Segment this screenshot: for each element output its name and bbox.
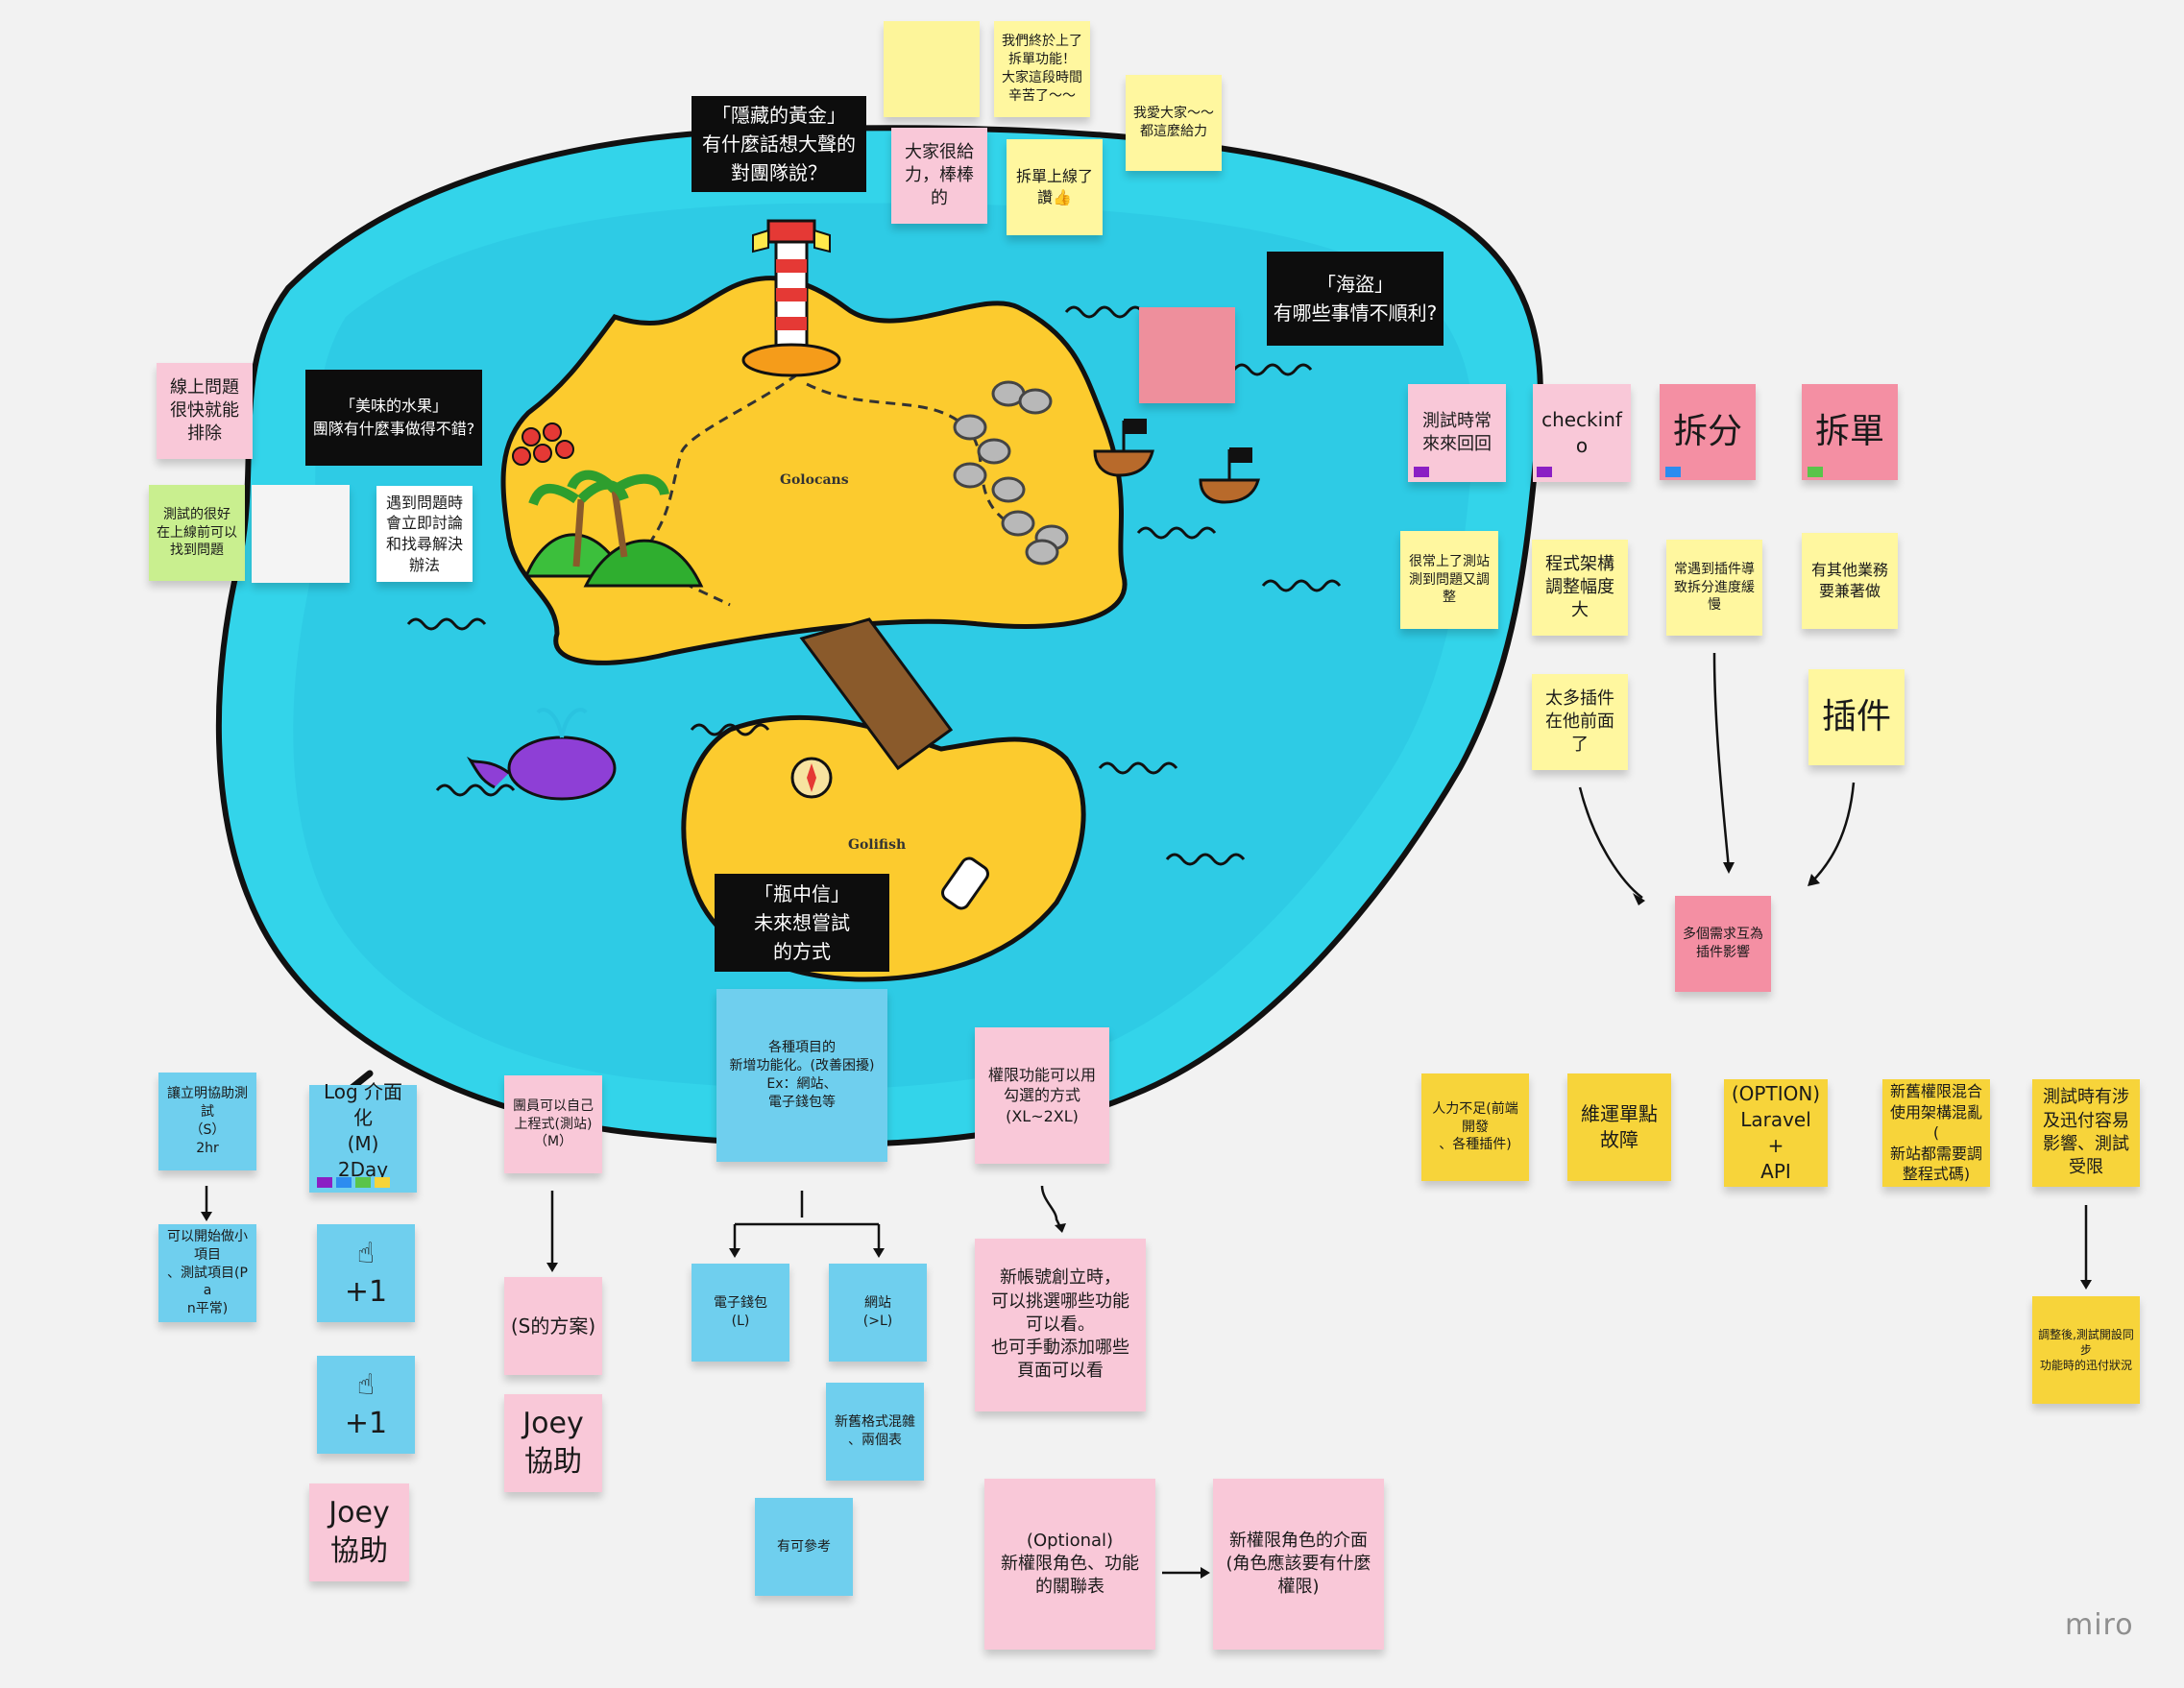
- sticky-note[interactable]: 人力不足(前端開發 、各種插件): [1421, 1073, 1529, 1181]
- sticky-note[interactable]: [252, 485, 350, 583]
- sticky-note[interactable]: 測試的很好 在上線前可以 找到問題: [149, 485, 245, 581]
- whale: [466, 708, 617, 801]
- sticky-note[interactable]: 讓立明協助測試 （S） 2hr: [158, 1073, 256, 1170]
- sticky-note[interactable]: [884, 21, 980, 117]
- sticky-note[interactable]: 程式架構 調整幅度 大: [1532, 540, 1628, 636]
- sticky-note[interactable]: 常遇到插件導 致拆分進度緩 慢: [1666, 540, 1762, 636]
- sticky-note[interactable]: checkinfo: [1533, 384, 1631, 482]
- flow-arrows: [205, 652, 2088, 1575]
- sticky-note[interactable]: 拆單上線了 讚👍: [1007, 139, 1103, 235]
- sticky-note[interactable]: 測試時常 來來回回: [1408, 384, 1506, 482]
- header-tasty-fruit[interactable]: 「美味的水果」 團隊有什麼事做得不錯?: [305, 370, 482, 466]
- sticky-note[interactable]: 調整後,測試開設同步 功能時的迅付狀況: [2032, 1296, 2140, 1404]
- compass: [790, 757, 833, 799]
- rocks: [953, 380, 1069, 566]
- island-label-golifish: Golifish: [848, 837, 907, 853]
- sticky-note[interactable]: Joey 協助: [309, 1483, 409, 1581]
- waves: [406, 305, 1342, 866]
- sticky-note[interactable]: 新舊權限混合 使用架構混亂( 新站都需要調 整程式碼): [1882, 1079, 1990, 1187]
- strawberries: [512, 422, 574, 466]
- sticky-note[interactable]: 新帳號創立時， 可以挑選哪些功能 可以看。 也可手動添加哪些 頁面可以看: [975, 1239, 1146, 1411]
- color-tags: [1414, 467, 1429, 477]
- header-hidden-gold[interactable]: 「隱藏的黃金」 有什麼話想大聲的 對團隊說？: [692, 96, 866, 192]
- sticky-note[interactable]: (OPTION) Laravel + API: [1724, 1079, 1828, 1187]
- sticky-note[interactable]: 很常上了測站 測到問題又調 整: [1400, 531, 1498, 629]
- header-message-in-bottle[interactable]: 「瓶中信」 未來想嘗試 的方式: [715, 874, 889, 972]
- sticky-note[interactable]: 多個需求互為 插件影響: [1675, 896, 1771, 992]
- bottle: [941, 856, 989, 910]
- sticky-note[interactable]: Joey 協助: [504, 1394, 602, 1492]
- sticky-note[interactable]: ☝ +1: [317, 1224, 415, 1322]
- sticky-note[interactable]: 新舊格式混雜 、兩個表: [826, 1383, 924, 1481]
- color-tags: [1665, 467, 1681, 477]
- sticky-note[interactable]: 各種項目的 新增功能化。(改善困擾) Ex：網站、 電子錢包等: [716, 989, 887, 1162]
- sticky-note[interactable]: 遇到問題時 會立即討論 和找尋解決 辦法: [376, 486, 473, 582]
- sticky-note[interactable]: (S的方案): [504, 1277, 602, 1375]
- sticky-note[interactable]: 插件: [1808, 669, 1905, 765]
- sticky-note[interactable]: 團員可以自己 上程式(測站) （M）: [504, 1075, 602, 1173]
- palm-hills: [523, 470, 704, 588]
- sticky-note[interactable]: 有其他業務 要兼著做: [1802, 533, 1898, 629]
- sticky-note[interactable]: 線上問題 很快就能 排除: [157, 363, 253, 459]
- arrow-heads: [201, 862, 2092, 1579]
- sticky-note[interactable]: [1139, 307, 1235, 403]
- bridge: [799, 617, 954, 771]
- color-tags: [1537, 467, 1552, 477]
- sticky-note[interactable]: Log 介面化 (M) 2Day: [309, 1080, 417, 1193]
- sticky-note[interactable]: 權限功能可以用 勾選的方式 (XL~2XL): [975, 1027, 1109, 1164]
- sticky-note[interactable]: 電子錢包 (L): [692, 1264, 789, 1362]
- sticky-note[interactable]: ☝ +1: [317, 1356, 415, 1454]
- miro-logo: miro: [2065, 1608, 2134, 1642]
- sticky-note[interactable]: 測試時有涉 及迅付容易 影響、測試 受限: [2032, 1079, 2140, 1187]
- lighthouse: [741, 219, 841, 377]
- sticky-note[interactable]: 太多插件 在他前面 了: [1532, 674, 1628, 770]
- sticky-note[interactable]: 維運單點 故障: [1567, 1073, 1671, 1181]
- color-tags: [1808, 467, 1823, 477]
- sticky-note[interactable]: 大家很給 力，棒棒 的: [891, 128, 987, 224]
- sticky-note[interactable]: 拆單: [1802, 384, 1898, 480]
- sticky-note[interactable]: 有可參考: [755, 1498, 853, 1596]
- sticky-note[interactable]: 網站 (>L): [829, 1264, 927, 1362]
- sticky-note[interactable]: 可以開始做小 項目 、測試項目(Pa n平常): [158, 1224, 256, 1322]
- sticky-note[interactable]: 拆分: [1660, 384, 1756, 480]
- color-tags: [317, 1177, 390, 1188]
- sticky-note[interactable]: (Optional) 新權限角色、功能 的關聯表: [984, 1479, 1155, 1650]
- island-label-golocans: Golocans: [780, 472, 849, 488]
- header-pirates[interactable]: 「海盜」 有哪些事情不順利?: [1267, 252, 1444, 346]
- sticky-note[interactable]: 我愛大家～～ 都這麼給力: [1126, 75, 1222, 171]
- pirate-boats: [1093, 419, 1260, 504]
- sticky-note[interactable]: 新權限角色的介面 (角色應該要有什麼 權限): [1213, 1479, 1384, 1650]
- sticky-note[interactable]: 我們終於上了 拆單功能！ 大家這段時間 辛苦了～～: [994, 21, 1090, 117]
